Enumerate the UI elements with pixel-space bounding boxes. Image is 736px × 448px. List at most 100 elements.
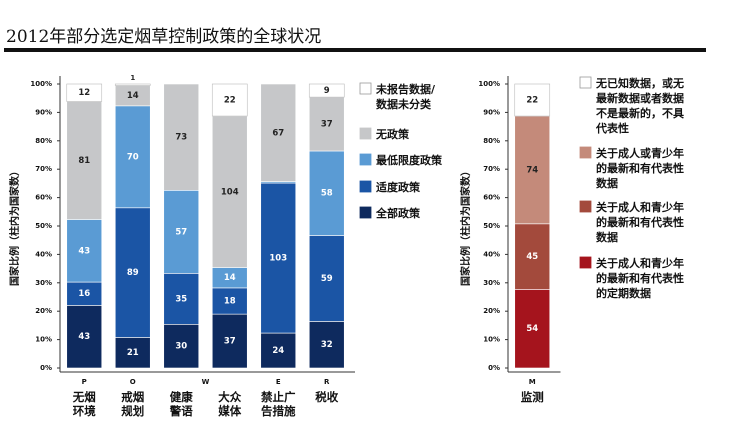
legend-swatch xyxy=(579,76,592,89)
group-letter: R xyxy=(324,378,330,386)
y-tick-label: 80% xyxy=(483,137,500,145)
group-letter: W xyxy=(202,378,210,386)
value-label: 81 xyxy=(78,156,90,166)
y-tick-label: 90% xyxy=(483,108,500,116)
y-tick-label: 20% xyxy=(483,307,500,315)
bar-segment xyxy=(308,321,345,369)
bar-segment xyxy=(308,235,345,322)
x-tick-label: 税收 xyxy=(315,390,339,404)
legend-swatch xyxy=(359,153,372,166)
legend-label: 关于成人和青少年 的最新和有代表性 的定期数据 xyxy=(596,257,684,300)
bar-segment xyxy=(114,207,151,338)
y-tick-label: 100% xyxy=(30,80,52,88)
page-title: 2012年部分选定烟草控制政策的全球状况 xyxy=(6,27,322,47)
value-label: 16 xyxy=(78,289,90,299)
value-label: 12 xyxy=(78,88,90,98)
y-tick-label: 0% xyxy=(40,364,52,372)
x-tick-label: 戒烟 规划 xyxy=(121,390,145,418)
value-label: 70 xyxy=(127,152,139,162)
legend-label: 适度政策 xyxy=(376,181,420,194)
y-tick-label: 40% xyxy=(35,250,52,258)
y-tick-label: 60% xyxy=(35,194,52,202)
bar-segment xyxy=(514,83,551,117)
y-tick-label: 50% xyxy=(483,222,500,230)
value-label: 1 xyxy=(130,74,135,82)
value-label: 30 xyxy=(175,342,187,352)
bar-segment xyxy=(308,83,345,98)
y-tick-label: 40% xyxy=(483,250,500,258)
y-tick-label: 70% xyxy=(35,165,52,173)
value-label: 24 xyxy=(272,346,284,356)
value-label: 35 xyxy=(175,294,187,304)
value-label: 59 xyxy=(321,274,333,284)
bar-segment xyxy=(114,105,151,209)
bar-segment xyxy=(163,273,200,325)
value-label: 45 xyxy=(526,252,538,262)
value-label: 18 xyxy=(224,297,236,307)
bar-segment xyxy=(211,115,248,268)
y-axis-label: 国家比例（柱内为国家数） xyxy=(459,166,472,286)
legend-label: 关于成人和青少年 的最新和有代表性 数据 xyxy=(596,201,684,244)
value-label: 73 xyxy=(175,133,187,143)
group-letter: E xyxy=(276,378,281,386)
bar-segment xyxy=(163,83,200,191)
bar-segment xyxy=(66,305,103,369)
group-letter: P xyxy=(82,378,87,386)
y-tick-label: 80% xyxy=(35,137,52,145)
value-label: 74 xyxy=(526,165,538,175)
y-tick-label: 0% xyxy=(488,364,500,372)
group-letter: O xyxy=(130,378,136,386)
bar-segment xyxy=(211,313,248,369)
bar-segment xyxy=(260,332,297,369)
y-axis-label: 国家比例（柱内为国家数） xyxy=(8,166,21,286)
bar-segment xyxy=(66,83,103,102)
bar-segment xyxy=(514,115,551,225)
x-tick-label: 健康 警语 xyxy=(169,390,193,418)
legend-label: 无已知数据，或无 最新数据或者数据 不是最新的，不具 代表性 xyxy=(596,77,684,135)
y-tick-label: 10% xyxy=(483,336,500,344)
value-label: 14 xyxy=(127,91,139,101)
legend-label: 关于成人或青少年 的最新和有代表性 数据 xyxy=(596,147,684,190)
title-rule xyxy=(4,48,706,52)
value-label: 21 xyxy=(127,348,139,358)
legend-swatch xyxy=(359,206,372,219)
y-tick-label: 10% xyxy=(35,336,52,344)
value-label: 103 xyxy=(269,254,287,264)
value-label: 22 xyxy=(224,96,236,106)
value-label: 57 xyxy=(175,227,187,237)
value-label: 89 xyxy=(127,268,139,278)
value-label: 32 xyxy=(321,340,333,350)
value-label: 43 xyxy=(78,246,90,256)
bar-segment xyxy=(308,150,345,236)
legend-label: 无政策 xyxy=(376,128,409,141)
legend-swatch xyxy=(579,146,592,159)
value-label: 37 xyxy=(321,120,333,130)
y-tick-label: 100% xyxy=(478,80,500,88)
bar-segment xyxy=(260,83,297,182)
value-label: 67 xyxy=(272,128,284,138)
legend-label: 最低限度政策 xyxy=(376,154,442,167)
value-label: 58 xyxy=(321,189,333,199)
legend-swatch xyxy=(359,82,372,95)
y-tick-label: 20% xyxy=(35,307,52,315)
value-label: 54 xyxy=(526,324,538,334)
legend-swatch xyxy=(579,256,592,269)
y-tick-label: 90% xyxy=(35,108,52,116)
x-tick-label: 无烟 环境 xyxy=(72,390,96,418)
value-label: 37 xyxy=(224,337,236,347)
y-tick-label: 50% xyxy=(35,222,52,230)
x-tick-label: 监测 xyxy=(520,390,544,404)
legend-swatch xyxy=(579,200,592,213)
y-tick-label: 30% xyxy=(35,279,52,287)
value-label: 104 xyxy=(221,187,239,197)
bar-segment xyxy=(308,96,345,152)
value-label: 43 xyxy=(78,332,90,342)
y-tick-label: 70% xyxy=(483,165,500,173)
bar-segment xyxy=(114,83,151,86)
bar-segment xyxy=(211,83,248,117)
y-tick-label: 60% xyxy=(483,194,500,202)
bar-segment xyxy=(163,190,200,274)
value-label: 9 xyxy=(324,86,330,96)
